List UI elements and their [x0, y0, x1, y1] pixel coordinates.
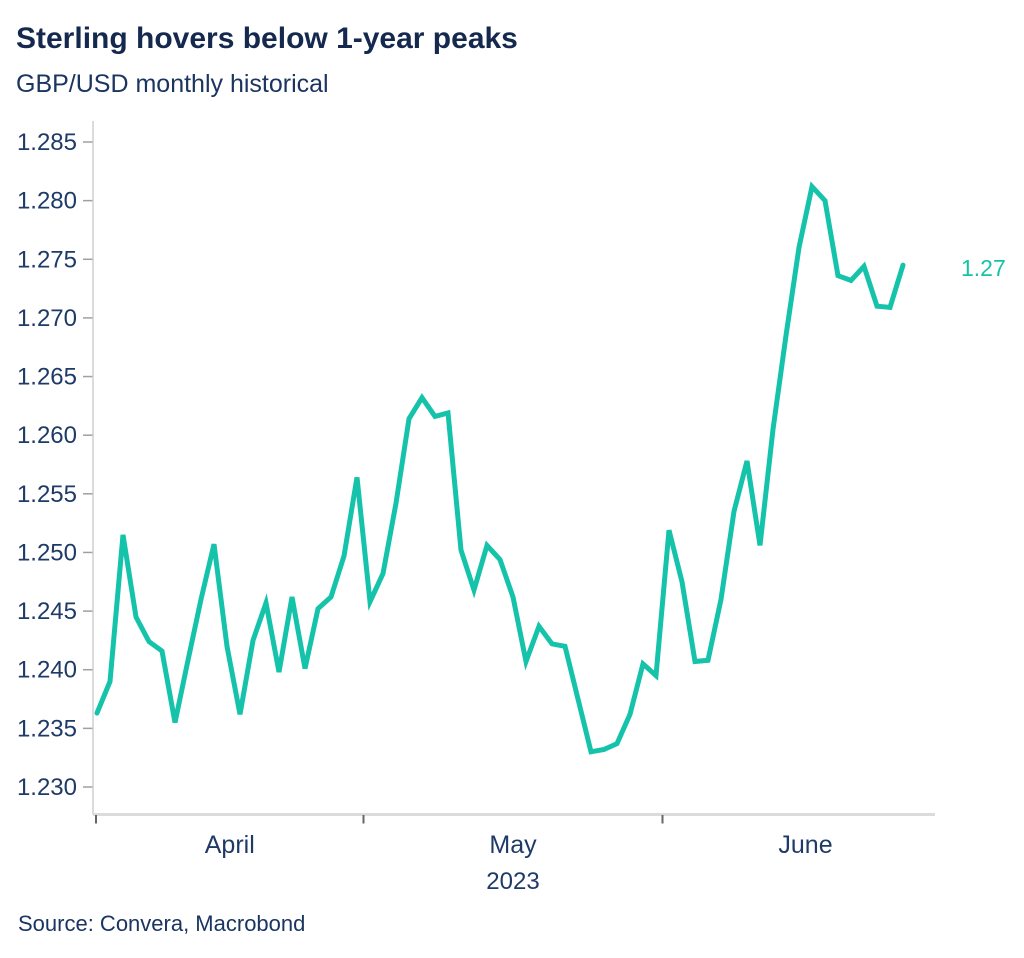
- gbpusd-series-line: [94, 181, 906, 755]
- chart-title: Sterling hovers below 1-year peaks: [16, 22, 518, 55]
- y-tick-label: 1.255: [17, 481, 77, 508]
- x-month-label: April: [205, 831, 255, 859]
- y-tick-label: 1.240: [17, 657, 77, 684]
- y-tick-label: 1.275: [17, 246, 77, 273]
- y-tick-label: 1.260: [17, 422, 77, 449]
- y-tick-label: 1.270: [17, 305, 77, 332]
- x-year-label: 2023: [486, 868, 539, 895]
- y-tick-label: 1.235: [17, 715, 77, 742]
- y-tick-label: 1.245: [17, 598, 77, 625]
- x-month-label: June: [778, 831, 832, 859]
- source-note: Source: Convera, Macrobond: [18, 911, 306, 936]
- x-month-label: May: [489, 831, 537, 859]
- y-tick-label: 1.250: [17, 539, 77, 566]
- chart-subtitle: GBP/USD monthly historical: [16, 70, 329, 98]
- y-tick-label: 1.285: [17, 129, 77, 156]
- y-tick-label: 1.280: [17, 188, 77, 215]
- y-tick-label: 1.265: [17, 364, 77, 391]
- y-tick-label: 1.230: [17, 774, 77, 801]
- last-value-label: 1.27: [961, 255, 1006, 281]
